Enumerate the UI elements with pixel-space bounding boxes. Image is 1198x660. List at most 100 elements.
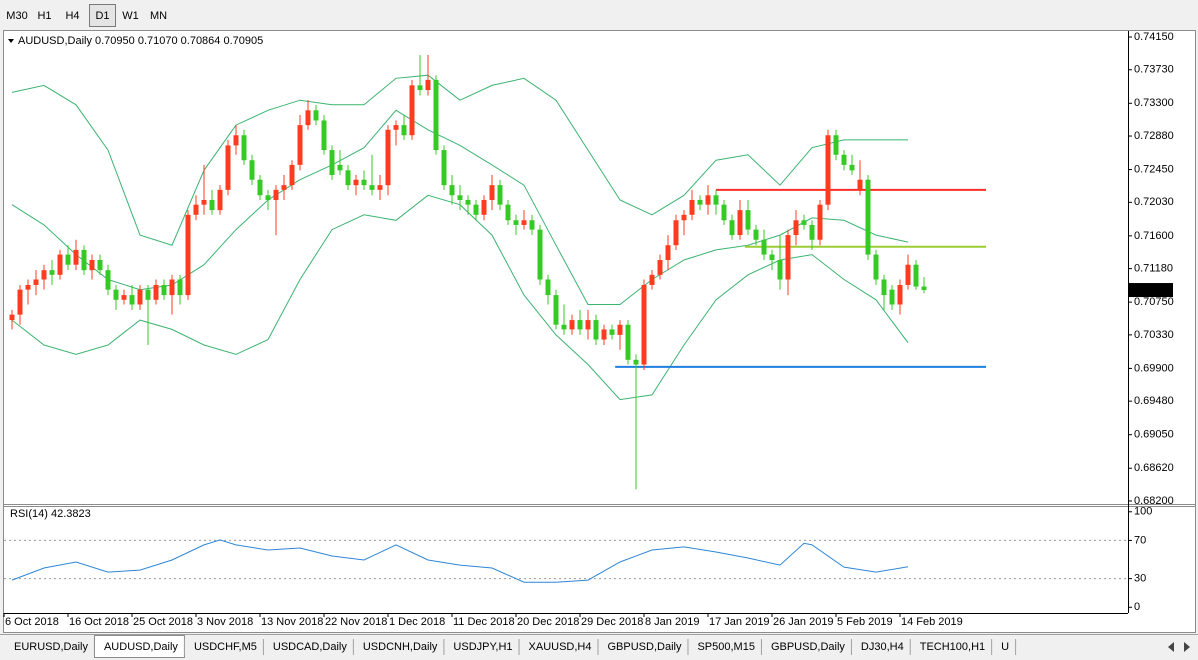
symbol-tab-label[interactable]: AUDUSD,Daily bbox=[104, 641, 178, 653]
symbol-tab-label[interactable]: XAUUSD,H4 bbox=[529, 641, 592, 653]
timeframe-label[interactable]: H4 bbox=[65, 10, 79, 22]
y-tick-label: 0.70750 bbox=[1134, 296, 1174, 308]
candle-body bbox=[265, 195, 271, 200]
candle-body bbox=[401, 125, 407, 136]
indicator-title: RSI(14) 42.3823 bbox=[10, 508, 91, 520]
candle-body bbox=[665, 245, 671, 261]
candle-body bbox=[897, 284, 903, 305]
symbol-tab-label[interactable]: USDJPY,H1 bbox=[453, 641, 512, 653]
symbol-tab-label[interactable]: U bbox=[1001, 641, 1009, 653]
timeframe-label[interactable]: W1 bbox=[122, 10, 139, 22]
candle-body bbox=[873, 254, 879, 280]
timeframe-label[interactable]: M30 bbox=[6, 10, 27, 22]
candle-body bbox=[817, 204, 823, 240]
x-tick-label: 11 Dec 2018 bbox=[453, 616, 515, 628]
candle-body bbox=[713, 195, 719, 205]
candle-body bbox=[185, 214, 191, 296]
timeframe-label[interactable]: D1 bbox=[95, 10, 109, 22]
candle-body bbox=[553, 295, 559, 325]
candle-body bbox=[369, 185, 375, 190]
candle-body bbox=[417, 85, 423, 91]
candle-body bbox=[865, 179, 871, 255]
x-tick-label: 17 Jan 2019 bbox=[709, 616, 770, 628]
candle-body bbox=[889, 289, 895, 305]
candle-body bbox=[329, 150, 335, 176]
candle-body bbox=[721, 204, 727, 221]
candle-body bbox=[217, 189, 223, 211]
symbol-tab-label[interactable]: USDCAD,Daily bbox=[273, 641, 347, 653]
candle-body bbox=[545, 279, 551, 296]
candle-body bbox=[449, 185, 455, 196]
candle-body bbox=[833, 135, 839, 155]
candle-body bbox=[257, 179, 263, 196]
timeframe-button[interactable] bbox=[89, 4, 116, 27]
candle-body bbox=[17, 289, 23, 315]
x-tick-label: 3 Nov 2018 bbox=[197, 616, 253, 628]
x-tick-label: 25 Oct 2018 bbox=[133, 616, 193, 628]
candle-body bbox=[505, 204, 511, 221]
candle-body bbox=[25, 284, 31, 290]
x-tick-label: 22 Nov 2018 bbox=[325, 616, 387, 628]
collapse-icon[interactable] bbox=[8, 39, 14, 43]
symbol-tab-label[interactable]: DJ30,H4 bbox=[861, 641, 904, 653]
y-tick-label: 0.68200 bbox=[1134, 495, 1174, 507]
timeframe-button[interactable] bbox=[145, 4, 172, 27]
candle-body bbox=[489, 185, 495, 200]
candle-body bbox=[249, 160, 255, 180]
candle-body bbox=[697, 199, 703, 205]
x-tick-label: 16 Oct 2018 bbox=[69, 616, 129, 628]
candle-body bbox=[289, 164, 295, 186]
x-tick-label: 13 Nov 2018 bbox=[261, 616, 323, 628]
candle-body bbox=[737, 210, 743, 236]
symbol-tab-label[interactable]: USDCHF,M5 bbox=[194, 641, 257, 653]
symbol-tab-label[interactable]: GBPUSD,Daily bbox=[608, 641, 682, 653]
candle-body bbox=[169, 279, 175, 296]
y-tick-label: 0.68620 bbox=[1134, 462, 1174, 474]
candle-body bbox=[497, 185, 503, 205]
timeframe-button[interactable] bbox=[59, 4, 86, 27]
y-tick-label: 0.71180 bbox=[1134, 263, 1173, 275]
candle-body bbox=[57, 254, 63, 275]
tab-scroll-right[interactable] bbox=[1184, 642, 1190, 652]
timeframe-button[interactable] bbox=[31, 4, 58, 27]
symbol-tab-label[interactable]: TECH100,H1 bbox=[920, 641, 985, 653]
timeframe-label[interactable]: H1 bbox=[37, 10, 51, 22]
candle-body bbox=[777, 260, 783, 280]
candle-body bbox=[441, 150, 447, 186]
candle-body bbox=[809, 224, 815, 240]
candle-body bbox=[601, 329, 607, 340]
candle-body bbox=[681, 214, 687, 221]
y-tick-label: 0.71600 bbox=[1134, 230, 1174, 242]
symbol-tab-label[interactable]: SP500,M15 bbox=[697, 641, 754, 653]
symbol-tab-label[interactable]: USDCNH,Daily bbox=[363, 641, 438, 653]
current-price-label: 0.70905 bbox=[1133, 284, 1173, 296]
timeframe-label[interactable]: MN bbox=[150, 10, 167, 22]
x-tick-label: 20 Dec 2018 bbox=[517, 616, 579, 628]
bollinger-band bbox=[11, 109, 909, 305]
symbol-tab-label[interactable]: GBPUSD,Daily bbox=[771, 641, 845, 653]
candle-body bbox=[113, 289, 119, 300]
symbol-tab-label[interactable]: EURUSD,Daily bbox=[14, 641, 88, 653]
candle-body bbox=[145, 289, 151, 300]
candle-body bbox=[481, 199, 487, 215]
candle-body bbox=[81, 249, 87, 271]
candle-body bbox=[521, 220, 527, 225]
y-tick-label: 70 bbox=[1134, 534, 1146, 546]
candle-body bbox=[225, 145, 231, 190]
candle-body bbox=[137, 289, 143, 305]
candle-body bbox=[273, 189, 279, 200]
candle-body bbox=[841, 154, 847, 165]
x-tick-label: 26 Jan 2019 bbox=[773, 616, 834, 628]
timeframe-button[interactable] bbox=[4, 4, 30, 27]
candle-body bbox=[561, 324, 567, 330]
candle-body bbox=[65, 254, 71, 265]
candle-body bbox=[241, 135, 247, 161]
timeframe-button[interactable] bbox=[117, 4, 144, 27]
tab-scroll-left[interactable] bbox=[1168, 642, 1174, 652]
candle-body bbox=[193, 204, 199, 215]
candle-body bbox=[673, 220, 679, 246]
candle-body bbox=[457, 195, 463, 200]
candle-body bbox=[633, 359, 639, 365]
x-tick-label: 14 Feb 2019 bbox=[901, 616, 963, 628]
